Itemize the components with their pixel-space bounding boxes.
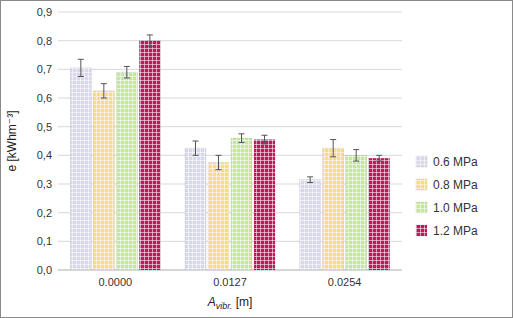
bar (300, 180, 321, 270)
bar (70, 68, 91, 270)
bar (346, 155, 367, 270)
chart: 0,0 0,1 0,2 0,3 0,4 0,5 0,6 0,7 0,8 0,9 0.0000 0.01… (0, 0, 513, 318)
bar (139, 41, 160, 270)
bar (323, 148, 344, 270)
y-tick-label: 0,9 (37, 6, 52, 18)
x-tick-label: 0.0254 (328, 276, 362, 288)
bar (254, 140, 275, 270)
error-bar (262, 135, 268, 144)
x-tick-label: 0.0127 (213, 276, 247, 288)
bar (116, 72, 137, 270)
error-bar (307, 177, 313, 183)
y-tick-label: 0,1 (37, 235, 52, 247)
bar (369, 158, 390, 270)
error-bar (124, 66, 130, 77)
legend-swatch (416, 202, 427, 213)
y-tick-label: 0,8 (37, 35, 52, 47)
x-tick-label: 0.0000 (99, 276, 133, 288)
error-bar (216, 155, 222, 169)
x-axis-label: Avibr. [m] (207, 295, 253, 311)
y-tick-label: 0,4 (37, 149, 52, 161)
bar (93, 91, 114, 270)
legend-swatch (416, 179, 427, 190)
bars (70, 35, 389, 270)
legend-swatch (416, 156, 427, 167)
grid-line (58, 12, 402, 13)
y-tick-label: 0,3 (37, 178, 52, 190)
legend-label: 1.2 MPa (433, 224, 478, 238)
bar (185, 148, 206, 270)
error-bar (330, 140, 336, 157)
error-bar (193, 141, 199, 155)
error-bar (147, 35, 153, 46)
error-bar (353, 150, 359, 161)
frame (1, 1, 513, 318)
legend-label: 0.8 MPa (433, 178, 478, 192)
y-tick-label: 0,5 (37, 121, 52, 133)
y-tick-label: 0,7 (37, 63, 52, 75)
legend-label: 1.0 MPa (433, 201, 478, 215)
grid-line (58, 40, 402, 41)
y-tick-label: 0,2 (37, 207, 52, 219)
legend-swatch (416, 225, 427, 236)
error-bar (239, 134, 245, 143)
y-tick-label: 0,0 (37, 264, 52, 276)
y-axis-label: e [kWhm⁻³] (5, 110, 19, 171)
error-bar (78, 59, 84, 76)
y-tick-label: 0,6 (37, 92, 52, 104)
legend-label: 0.6 MPa (433, 155, 478, 169)
error-bar (101, 84, 107, 98)
error-bar (376, 155, 382, 161)
bar (231, 138, 252, 270)
bar (208, 163, 229, 271)
grid-line (58, 69, 402, 70)
